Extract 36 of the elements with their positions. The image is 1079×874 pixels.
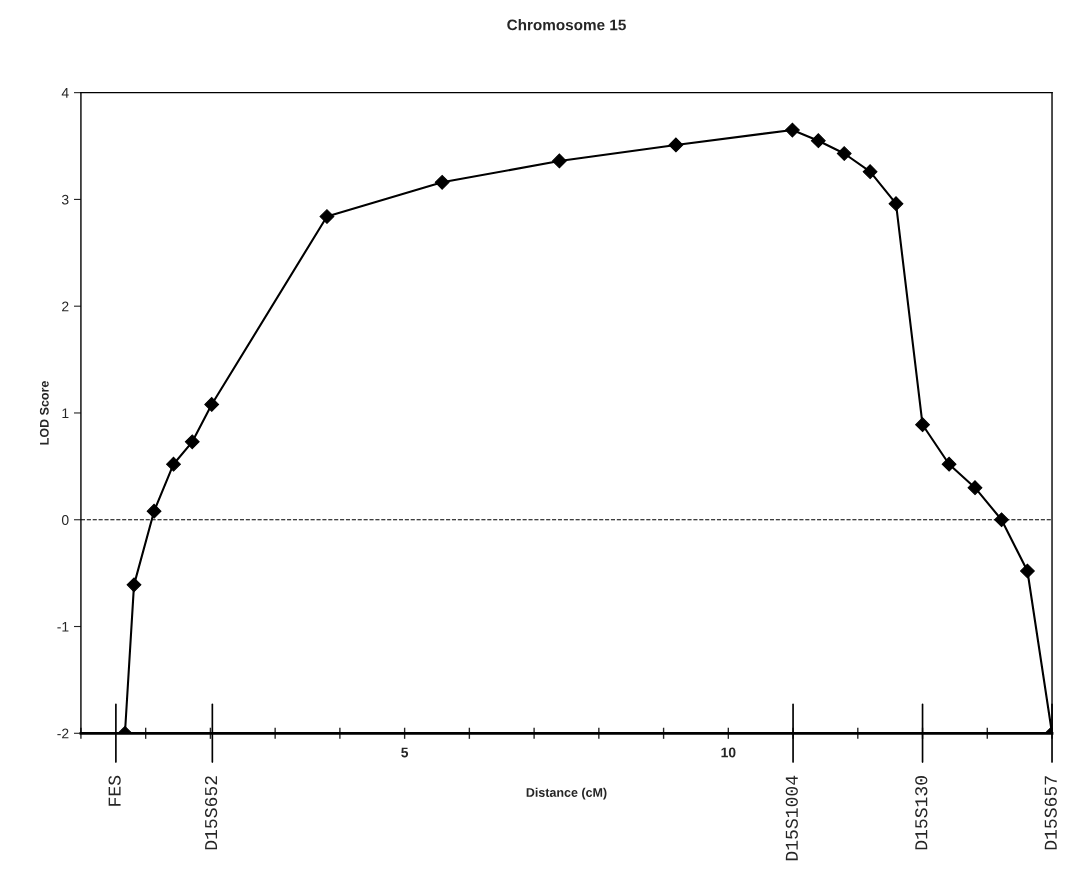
point	[836, 146, 852, 161]
y-tick-label: 3	[61, 194, 69, 205]
point	[915, 417, 930, 433]
point	[146, 503, 162, 519]
point	[941, 456, 957, 472]
point	[994, 512, 1009, 528]
x-axis-title: Distance (cM)	[526, 787, 607, 800]
point	[166, 456, 181, 472]
y-tick-label: 1	[62, 408, 69, 418]
y-tick-label: -2	[57, 728, 69, 739]
point	[204, 397, 220, 412]
x-tick-label: 5	[401, 747, 409, 758]
point	[668, 137, 684, 153]
y-tick-label: 2	[62, 301, 69, 312]
point	[551, 153, 567, 169]
point	[1020, 563, 1035, 579]
ref-line-label: D15S1004	[785, 775, 798, 861]
point	[434, 174, 450, 190]
point	[785, 122, 800, 138]
y-tick-label: 0	[61, 515, 69, 525]
ref-line-label: D15S130	[915, 776, 928, 850]
y-axis-title: LOD Score	[39, 381, 49, 445]
point	[810, 133, 826, 149]
point	[888, 196, 904, 212]
point	[126, 577, 142, 593]
point	[862, 164, 878, 180]
point	[967, 480, 983, 496]
point	[184, 434, 200, 450]
ref-line-label: D15S652	[204, 776, 218, 850]
y-tick-label: 4	[61, 88, 69, 98]
chart-title: Chromosome 15	[507, 19, 626, 31]
ref-line-label: D15S657	[1044, 776, 1057, 850]
x-tick-label: 10	[721, 747, 736, 758]
ref-line-label: FES	[108, 775, 121, 806]
point	[319, 209, 335, 224]
y-tick-label: -1	[57, 621, 69, 632]
